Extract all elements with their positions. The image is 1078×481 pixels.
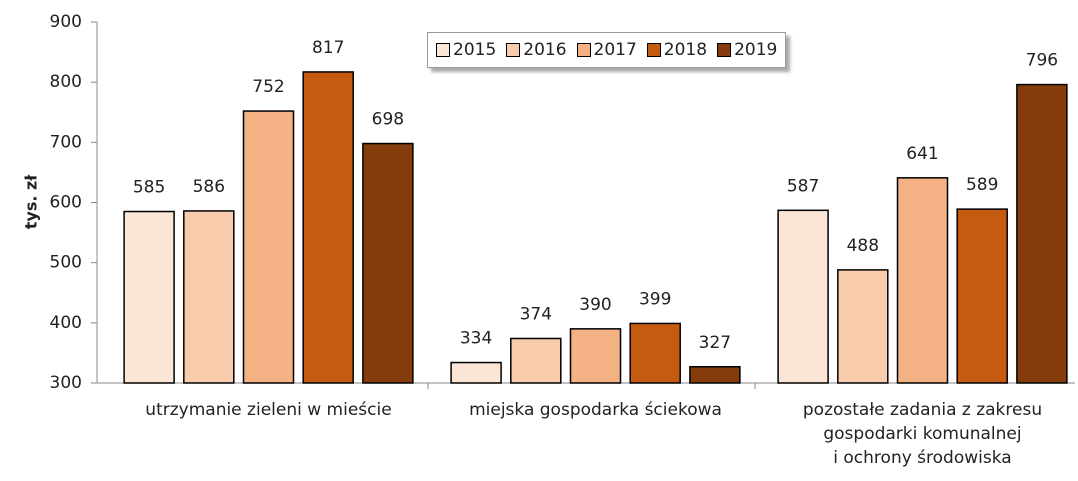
legend-label: 2017	[593, 40, 637, 60]
bar	[1016, 83, 1068, 384]
bar	[837, 269, 889, 384]
legend-label: 2015	[453, 40, 497, 60]
data-label: 334	[460, 329, 492, 349]
bar	[956, 208, 1008, 384]
y-tick-label: 800	[50, 72, 82, 92]
data-label: 641	[906, 144, 938, 164]
legend: 2015 2016 2017 2018 2019	[427, 32, 787, 68]
bar	[569, 328, 622, 384]
bar	[183, 210, 235, 384]
y-tick-label: 600	[50, 193, 82, 213]
data-label: 399	[639, 289, 671, 309]
legend-label: 2016	[523, 40, 567, 60]
legend-item: 2016	[506, 40, 567, 60]
y-tick-label: 500	[50, 253, 82, 273]
data-label: 752	[252, 77, 284, 97]
x-tick-label: utrzymanie zieleni w mieście	[145, 400, 392, 420]
legend-item: 2018	[646, 40, 708, 60]
legend-label: 2019	[734, 40, 778, 60]
y-axis-label: tys. zł	[22, 174, 41, 230]
bar	[302, 71, 354, 384]
bar	[689, 366, 741, 384]
legend-swatch	[717, 43, 732, 57]
data-label: 390	[579, 295, 611, 315]
data-label: 374	[520, 304, 552, 324]
data-label: 698	[372, 110, 404, 130]
bar	[777, 209, 829, 384]
data-label: 589	[966, 175, 998, 195]
legend-item: 2019	[717, 40, 777, 60]
legend-item: 2017	[576, 40, 637, 60]
bar	[123, 210, 175, 384]
bar	[242, 110, 295, 384]
bar	[896, 177, 949, 384]
x-tick-label: miejska gospodarka ściekowa	[469, 400, 722, 420]
y-tick-label: 400	[50, 313, 82, 333]
legend-item: 2015	[436, 40, 496, 60]
y-tick-label: 700	[50, 132, 82, 152]
bar	[510, 337, 562, 384]
bar	[629, 322, 681, 384]
data-label: 585	[133, 178, 165, 198]
legend-label: 2018	[663, 40, 708, 60]
legend-swatch	[506, 43, 521, 57]
bar	[450, 361, 502, 384]
legend-swatch	[436, 43, 450, 57]
data-label: 488	[847, 236, 879, 256]
y-tick-label: 300	[50, 373, 82, 393]
data-label: 587	[787, 176, 819, 196]
legend-swatch	[576, 43, 591, 57]
legend-swatch	[646, 43, 661, 57]
data-label: 586	[193, 177, 225, 197]
x-tick-label: pozostałe zadania z zakresu gospodarki k…	[802, 400, 1043, 468]
y-tick-label: 900	[50, 12, 82, 32]
bar	[362, 142, 414, 384]
data-label: 327	[699, 333, 731, 353]
data-label: 796	[1026, 51, 1058, 71]
data-label: 817	[312, 38, 344, 58]
